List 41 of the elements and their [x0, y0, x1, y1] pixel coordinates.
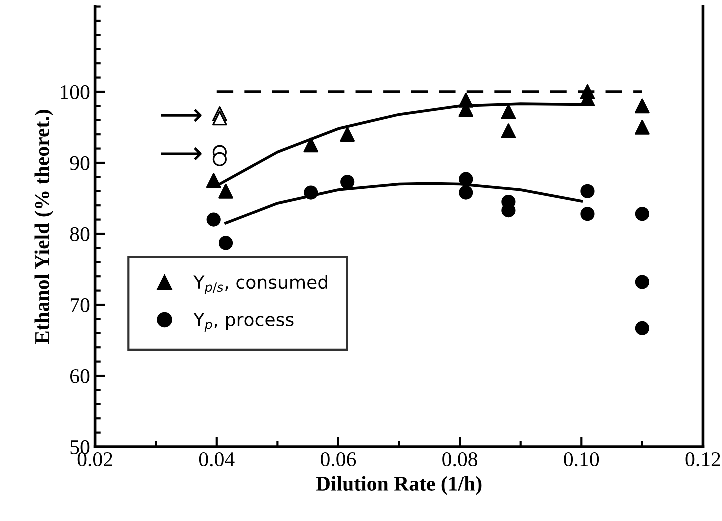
x-tick-label: 0.08 — [442, 452, 478, 467]
point — [580, 84, 596, 100]
point — [218, 236, 234, 250]
y-tick-label: 90 — [70, 156, 90, 170]
y-tick-label: 50 — [70, 440, 90, 454]
legend-label: Y$_{p}$, process — [194, 313, 294, 332]
annotation: ⟶ — [161, 147, 202, 160]
y-tick-label: 70 — [70, 298, 90, 312]
point — [340, 175, 355, 190]
point — [304, 138, 319, 153]
y-tick-label: 100 — [61, 85, 90, 100]
point — [212, 152, 227, 166]
point — [580, 207, 595, 222]
annotation: ⟶ — [161, 109, 202, 122]
point — [206, 173, 222, 188]
point — [206, 212, 221, 227]
point — [635, 120, 650, 135]
point — [635, 275, 650, 290]
point — [340, 127, 356, 142]
legend-label: Y$_{p/s}$, consumed — [194, 275, 328, 295]
point — [304, 186, 318, 200]
x-tick-label: 0.02 — [78, 452, 112, 467]
point — [459, 172, 474, 186]
y-tick-label: 80 — [70, 227, 90, 242]
point — [459, 186, 474, 200]
x-tick-label: 0.06 — [321, 452, 356, 467]
point — [635, 98, 650, 114]
point — [501, 104, 516, 120]
point — [501, 124, 516, 138]
point — [580, 184, 595, 198]
y-axis-title: Ethanol Yield (% theoret.) — [34, 110, 54, 344]
point — [212, 110, 228, 126]
point — [458, 93, 474, 108]
y-tick-label: 60 — [70, 369, 90, 384]
x-axis-title: Dilution Rate (1/h) — [316, 476, 482, 496]
x-tick-label: 0.10 — [564, 452, 600, 467]
point — [635, 321, 650, 336]
x-tick-label: 0.12 — [686, 452, 720, 467]
point — [635, 207, 650, 222]
x-tick-label: 0.04 — [199, 452, 235, 467]
point — [218, 184, 234, 199]
